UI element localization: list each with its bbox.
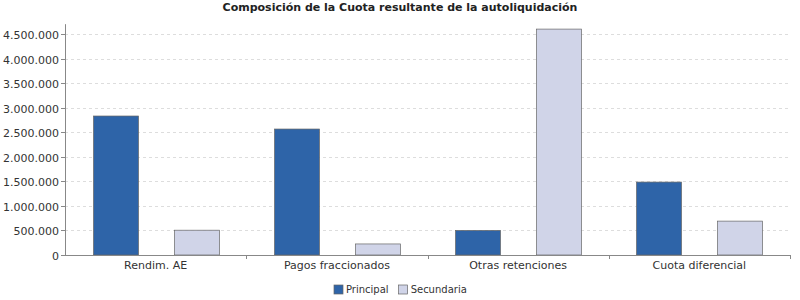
bar (175, 230, 220, 255)
y-tick-label: 3.500.000 (3, 78, 59, 91)
y-tick (61, 83, 65, 84)
y-tick (61, 132, 65, 133)
legend-item: Principal (334, 284, 389, 295)
legend: Principal Secundaria (334, 284, 467, 295)
bar (537, 29, 582, 255)
y-axis (65, 24, 66, 255)
x-tick (246, 255, 247, 259)
y-tick-label: 1.000.000 (3, 201, 59, 214)
chart: Composición de la Cuota resultante de la… (0, 0, 800, 300)
x-axis (65, 255, 790, 256)
grid-line (65, 132, 790, 133)
y-tick-label: 4.500.000 (3, 29, 59, 42)
bar (94, 116, 139, 255)
bar (718, 221, 763, 255)
y-tick-label: 500.000 (14, 225, 60, 238)
x-tick (609, 255, 610, 259)
y-tick (61, 108, 65, 109)
y-tick-label: 0 (52, 250, 59, 263)
legend-swatch (334, 285, 343, 294)
y-tick (61, 34, 65, 35)
grid-line (65, 157, 790, 158)
y-tick-label: 3.000.000 (3, 103, 59, 116)
bar (456, 230, 501, 255)
y-tick-label: 2.500.000 (3, 127, 59, 140)
bars (94, 29, 763, 255)
y-tick-label: 2.000.000 (3, 152, 59, 165)
legend-item: Secundaria (399, 284, 467, 295)
bar (356, 244, 401, 255)
y-tick (61, 157, 65, 158)
y-tick (61, 206, 65, 207)
legend-label: Principal (346, 284, 389, 295)
bar (275, 129, 320, 255)
y-tick-label: 1.500.000 (3, 176, 59, 189)
y-tick (61, 181, 65, 182)
title: Composición de la Cuota resultante de la… (223, 1, 578, 14)
x-tick-label: Cuota diferencial (653, 259, 747, 272)
legend-label: Secundaria (411, 284, 467, 295)
grid-line (65, 108, 790, 109)
y-tick (61, 59, 65, 60)
bar (637, 182, 682, 255)
grid-line (65, 34, 790, 35)
y-tick-label: 4.000.000 (3, 54, 59, 67)
x-tick-label: Rendim. AE (124, 259, 187, 272)
legend-swatch (399, 285, 408, 294)
x-tick (428, 255, 429, 259)
x-tick-label: Otras retenciones (469, 259, 567, 272)
grid-line (65, 83, 790, 84)
x-tick-label: Pagos fraccionados (284, 259, 390, 272)
y-tick (61, 255, 65, 256)
y-tick (61, 230, 65, 231)
grid-line (65, 59, 790, 60)
x-tick (790, 255, 791, 259)
